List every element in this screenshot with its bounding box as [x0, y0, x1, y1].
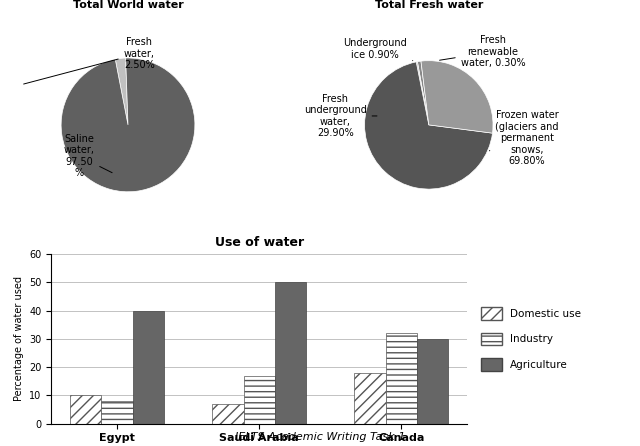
- Bar: [386, 333, 417, 424]
- Bar: [101, 401, 132, 424]
- Wedge shape: [421, 61, 493, 133]
- Bar: [275, 282, 306, 424]
- Title: Total World water: Total World water: [72, 0, 184, 10]
- Bar: [355, 373, 386, 424]
- Bar: [212, 404, 244, 424]
- Title: Use of water: Use of water: [214, 236, 304, 249]
- Text: Underground
ice 0.90%: Underground ice 0.90%: [344, 38, 413, 61]
- Wedge shape: [416, 62, 429, 125]
- Text: Frozen water
(glaciers and
permanent
snows,
69.80%: Frozen water (glaciers and permanent sno…: [490, 110, 559, 166]
- Text: Saline
water,
97.50
%: Saline water, 97.50 %: [63, 134, 112, 178]
- Bar: [244, 376, 275, 424]
- Wedge shape: [365, 62, 493, 189]
- Y-axis label: Percentage of water used: Percentage of water used: [13, 277, 24, 401]
- Text: Fresh
underground
water,
29.90%: Fresh underground water, 29.90%: [304, 94, 377, 138]
- Bar: [132, 311, 164, 424]
- Wedge shape: [61, 58, 195, 192]
- Text: IELTS Academic Writing Task 1: IELTS Academic Writing Task 1: [235, 432, 405, 442]
- Legend: Domestic use, Industry, Agriculture: Domestic use, Industry, Agriculture: [477, 303, 585, 375]
- Title: Total Fresh water: Total Fresh water: [374, 0, 483, 10]
- Wedge shape: [417, 61, 429, 125]
- Wedge shape: [115, 58, 128, 125]
- Text: Fresh
water,
2.50%: Fresh water, 2.50%: [24, 37, 155, 84]
- Text: Fresh
renewable
water, 0.30%: Fresh renewable water, 0.30%: [440, 35, 525, 68]
- Bar: [417, 339, 448, 424]
- Bar: [70, 396, 101, 424]
